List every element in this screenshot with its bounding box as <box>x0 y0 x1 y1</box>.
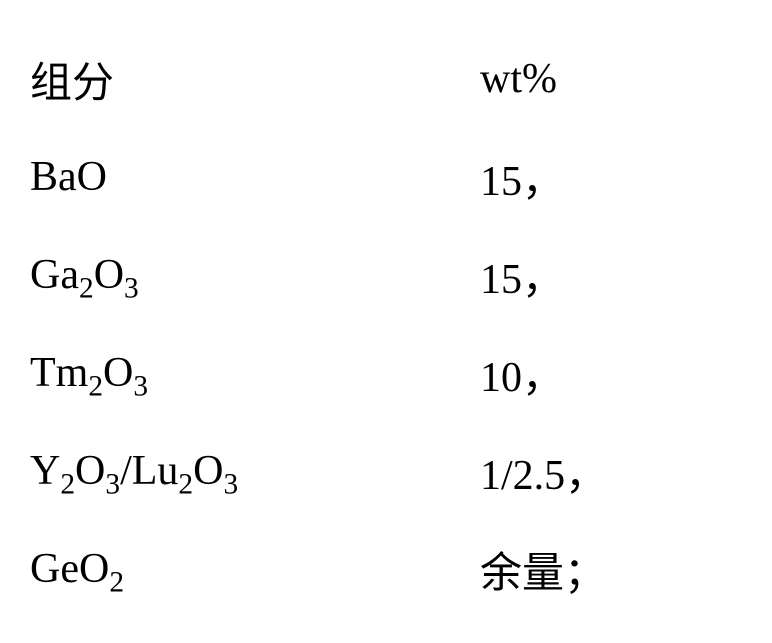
component-name: Ga2O3 <box>30 251 480 299</box>
component-name: GeO2 <box>30 545 480 593</box>
component-name: Tm2O3 <box>30 349 480 397</box>
component-value: 1/2.5， <box>480 441 772 502</box>
table-row: Ga2O3 15， <box>30 226 772 324</box>
table-row: 组分 wt% <box>30 30 772 128</box>
header-component-label: 组分 <box>30 49 480 110</box>
header-weight-percent-label: wt% <box>480 55 772 103</box>
composition-table: 组分 wt% BaO 15， Ga2O3 15， Tm2O3 10， Y2O3/… <box>0 0 772 643</box>
table-row: Tm2O3 10， <box>30 324 772 422</box>
component-name: BaO <box>30 153 480 201</box>
table-row: GeO2 余量； <box>30 520 772 618</box>
table-row: Y2O3/Lu2O3 1/2.5， <box>30 422 772 520</box>
component-name: Y2O3/Lu2O3 <box>30 447 480 495</box>
component-value: 余量； <box>480 539 772 600</box>
component-value: 15， <box>480 245 772 306</box>
component-value: 15， <box>480 147 772 208</box>
table-row: BaO 15， <box>30 128 772 226</box>
component-value: 10， <box>480 343 772 404</box>
